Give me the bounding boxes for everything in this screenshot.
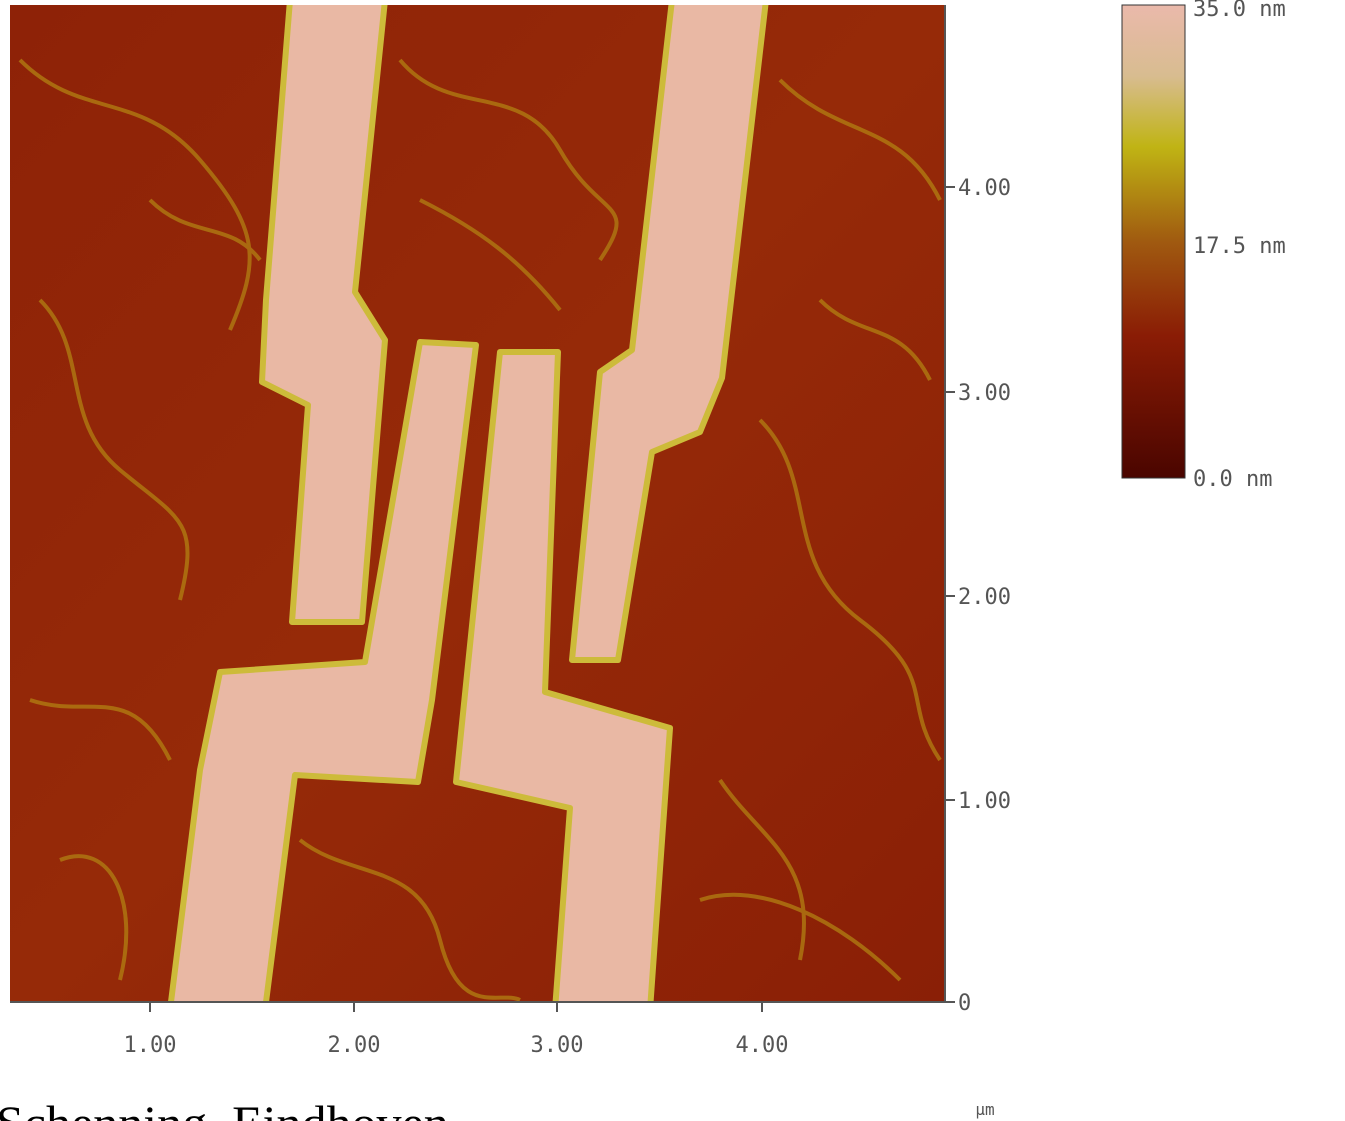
caption: Schenning, Eindhoven — [0, 1095, 449, 1121]
afm-image — [10, 0, 945, 1010]
colorbar-label: 35.0 nm — [1193, 0, 1286, 22]
y-tick-label: 0 — [958, 991, 971, 1016]
colorbar-label: 17.5 nm — [1193, 234, 1286, 259]
page: {"axes":{"y_ticks":["4.00","3.00","2.00"… — [0, 0, 1345, 1121]
x-tick-label: 4.00 — [736, 1033, 789, 1058]
x-tick-label: 1.00 — [124, 1033, 177, 1058]
colorbar: 35.0 nm 17.5 nm 0.0 nm — [1122, 0, 1286, 492]
y-tick-label: 3.00 — [958, 381, 1011, 406]
afm-figure: 4.00 3.00 2.00 1.00 0 1.00 2.00 3.00 4.0… — [0, 0, 1345, 1121]
y-tick-label: 4.00 — [958, 176, 1011, 201]
x-tick-label: 2.00 — [328, 1033, 381, 1058]
colorbar-label: 0.0 nm — [1193, 467, 1272, 492]
x-tick-label: 3.00 — [531, 1033, 584, 1058]
axis-unit: µm — [975, 1100, 994, 1119]
y-tick-label: 2.00 — [958, 585, 1011, 610]
y-tick-label: 1.00 — [958, 789, 1011, 814]
